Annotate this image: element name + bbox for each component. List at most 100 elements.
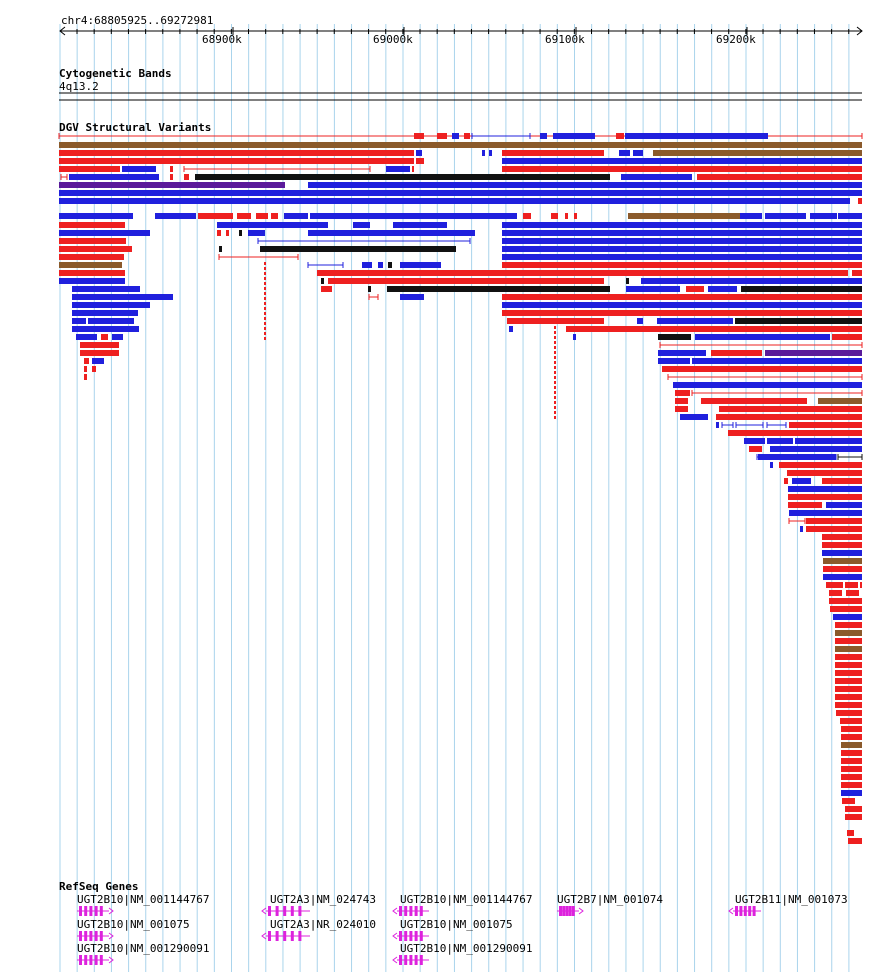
variant-bar	[692, 358, 862, 364]
gene-exon	[290, 931, 294, 941]
variant-bar	[59, 230, 150, 236]
variant-bar	[122, 166, 156, 172]
variant-bar	[310, 213, 517, 219]
variant-bar	[219, 246, 222, 252]
variant-bar	[284, 213, 308, 219]
variant-bar	[260, 246, 456, 252]
variant-bar	[502, 222, 862, 228]
gene-exon	[568, 906, 572, 916]
gene-exon	[275, 931, 279, 941]
variant-bar	[566, 326, 862, 332]
variant-bar	[551, 213, 558, 219]
variant-bar	[400, 294, 424, 300]
ruler-right-arrow	[856, 26, 863, 36]
variant-bar	[784, 478, 788, 484]
variant-bar	[675, 390, 690, 396]
variant-bar	[393, 222, 447, 228]
variant-bar	[835, 638, 862, 644]
gene-exon	[99, 931, 103, 941]
gene-strand-right-arrow	[578, 907, 584, 915]
variant-bar	[822, 542, 862, 548]
variant-bar	[362, 262, 372, 268]
gene-label: UGT2B11|NM_001073	[735, 893, 848, 906]
variant-bar	[416, 150, 422, 156]
refseq-track-title: RefSeq Genes	[59, 880, 139, 893]
variant-bar	[80, 350, 119, 356]
variant-bar	[845, 582, 858, 588]
variant-bar	[386, 166, 410, 172]
variant-bar	[835, 630, 862, 636]
variant-bar	[653, 150, 862, 156]
gene-exon	[409, 931, 413, 941]
variant-bar	[84, 358, 89, 364]
variant-bar	[248, 230, 265, 236]
variant-bar	[198, 213, 233, 219]
gene-exon	[89, 906, 93, 916]
variant-bar	[823, 558, 862, 564]
gene-strand-right-arrow	[108, 932, 114, 940]
variant-bar	[818, 398, 862, 404]
gene-exon	[89, 931, 93, 941]
variant-bar	[619, 150, 630, 156]
variant-bar	[195, 174, 610, 180]
gene-exon	[275, 906, 279, 916]
variant-bar	[573, 334, 576, 340]
variant-bar	[88, 318, 134, 324]
variant-bar	[621, 174, 692, 180]
variant-bar	[822, 478, 862, 484]
cytoband-ideogram[interactable]	[0, 91, 890, 103]
variant-bar	[826, 582, 843, 588]
gene-exon	[404, 906, 408, 916]
gene-exon	[559, 906, 562, 916]
gene-strand-right-arrow	[108, 907, 114, 915]
gene-exon	[419, 955, 423, 965]
variant-bar	[237, 213, 251, 219]
variant-bar	[845, 806, 862, 812]
variant-bar	[826, 502, 862, 508]
variant-bar	[226, 230, 229, 236]
variant-bar	[502, 166, 862, 172]
variant-bar	[835, 670, 862, 676]
variant-bar	[658, 358, 690, 364]
variant-bar	[452, 133, 459, 139]
variant-bar	[502, 238, 862, 244]
variant-bar	[675, 398, 688, 404]
variant-bar	[59, 166, 120, 172]
variant-bar	[565, 213, 568, 219]
variant-bar	[662, 366, 862, 372]
variant-bar	[697, 174, 862, 180]
gene-exon	[94, 906, 98, 916]
variant-bar	[800, 526, 803, 532]
variant-bar	[770, 446, 862, 452]
variant-bar	[835, 646, 862, 652]
variant-bar	[256, 213, 268, 219]
variant-bar	[792, 478, 811, 484]
variant-bar	[308, 230, 475, 236]
gene-exon	[419, 906, 423, 916]
variant-bar	[765, 350, 862, 356]
variant-bar	[835, 686, 862, 692]
variant-bar	[72, 318, 86, 324]
variant-bar	[841, 742, 862, 748]
variant-bar	[502, 230, 862, 236]
variant-bar	[502, 262, 862, 268]
gene-label: UGT2A3|NM_024743	[270, 893, 376, 906]
gene-exon	[752, 906, 756, 916]
variant-bar	[59, 182, 285, 188]
ruler-left-arrow	[59, 26, 66, 36]
variant-bar	[317, 270, 848, 276]
gene-exon	[743, 906, 747, 916]
variant-bar	[735, 318, 862, 324]
variant-bar	[416, 158, 424, 164]
gene-exon	[571, 906, 575, 916]
variant-bar	[59, 254, 124, 260]
gene-exon	[414, 955, 418, 965]
variant-bar	[832, 334, 862, 340]
variant-bar	[835, 654, 862, 660]
gene-exon	[409, 906, 413, 916]
coordinate-ruler[interactable]	[0, 0, 890, 60]
gene-label: UGT2B10|NM_001075	[77, 918, 190, 931]
